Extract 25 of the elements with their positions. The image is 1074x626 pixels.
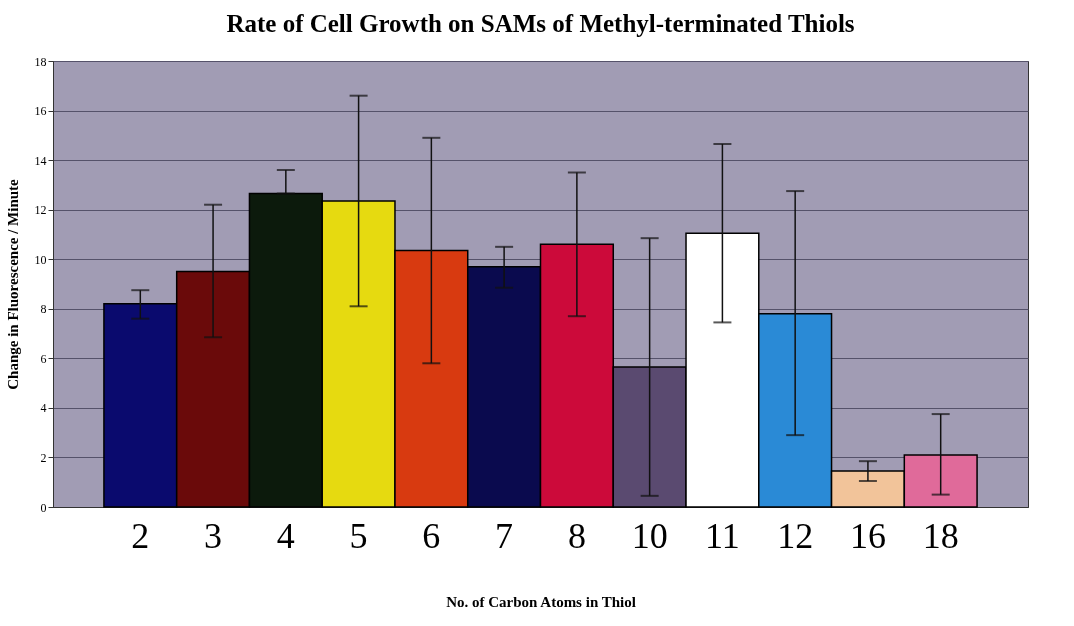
- x-tick-label: 6: [422, 515, 441, 556]
- y-tick-label: 14: [34, 153, 47, 168]
- x-axis-title: No. of Carbon Atoms in Thiol: [446, 593, 636, 610]
- x-tick-label: 16: [849, 515, 886, 556]
- y-tick-label: 2: [40, 450, 47, 465]
- y-tick-label: 6: [40, 351, 47, 366]
- y-tick-label: 18: [34, 54, 47, 69]
- y-tick-label: 16: [34, 104, 47, 119]
- x-tick-label: 7: [495, 515, 514, 556]
- x-tick-label: 11: [705, 515, 740, 556]
- chart-title: Rate of Cell Growth on SAMs of Methyl-terminated Thiols: [226, 10, 855, 37]
- x-tick-label: 18: [922, 515, 959, 556]
- x-tick-label: 12: [777, 515, 814, 556]
- x-tick-label: 2: [131, 515, 150, 556]
- x-tick-label: 4: [276, 515, 295, 556]
- y-tick-label: 12: [34, 203, 47, 218]
- x-tick-label: 10: [631, 515, 668, 556]
- y-tick-label: 10: [34, 252, 47, 267]
- y-axis-title: Change in Fluorescence / Minute: [4, 178, 21, 390]
- y-tick-label: 0: [40, 500, 47, 515]
- x-tick-label: 5: [349, 515, 368, 556]
- y-tick-label: 4: [40, 401, 47, 416]
- y-tick-label: 8: [40, 302, 47, 317]
- x-tick-label: 8: [567, 515, 586, 556]
- x-tick-label: 3: [204, 515, 223, 556]
